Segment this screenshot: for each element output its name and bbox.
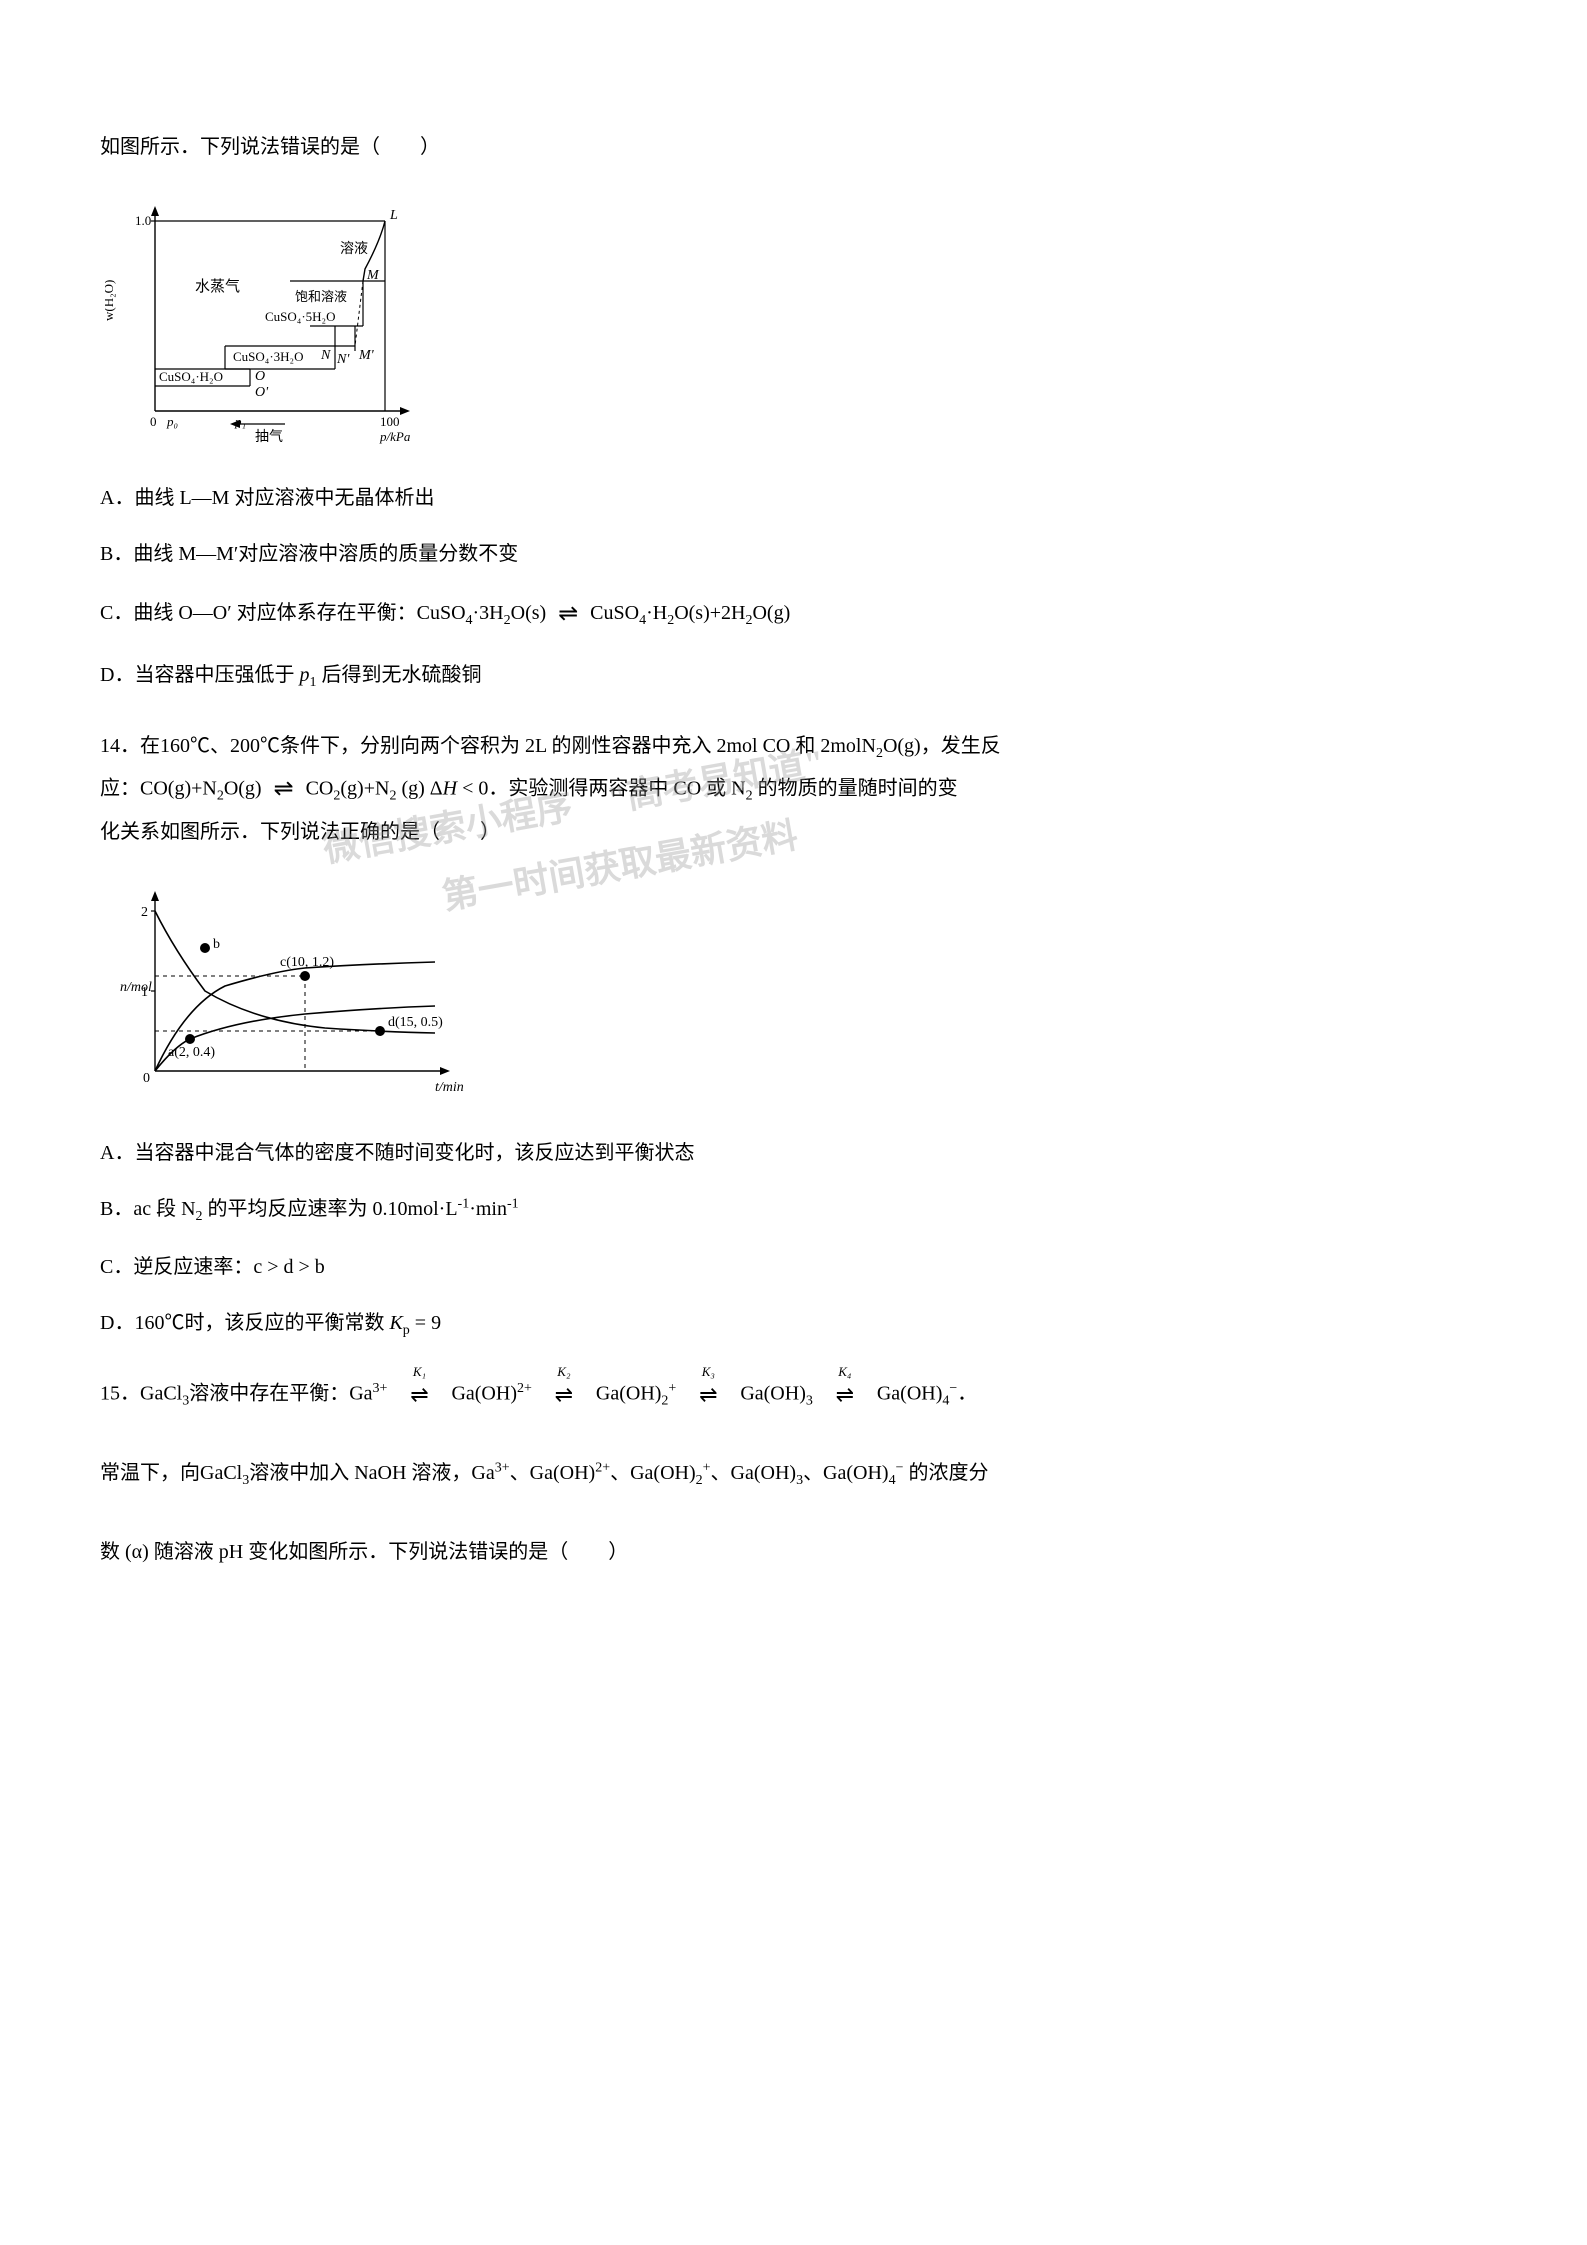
text: Ga(OH) [877,1383,943,1405]
text: ． [957,1383,977,1405]
question-14: 14．在160℃、200℃条件下，分别向两个容积为 2L 的刚性容器中充入 2m… [100,727,1487,1347]
q13-option-a: A．曲线 L—M 对应溶液中无晶体析出 [100,476,1487,520]
text: Ga(OH) [596,1383,662,1405]
text: D．当容器中压强低于 [100,664,299,686]
text: 、Ga(OH) [803,1462,889,1484]
text: 常温下，向GaCl [100,1462,242,1484]
q13-option-d: D．当容器中压强低于 p1 后得到无水硫酸铜 [100,653,1487,699]
text: (g)+N [340,778,389,800]
text: D．160℃时，该反应的平衡常数 [100,1312,389,1334]
text: 、Ga(OH) [711,1462,797,1484]
var: H [443,778,457,800]
text: 、Ga(OH) [510,1462,596,1484]
text: Ga(OH) [740,1383,806,1405]
eq-label: K₂ [539,1360,589,1385]
equilibrium-k3: K₃⇌ [683,1374,733,1416]
svg-text:O': O' [255,385,269,400]
svg-text:b: b [213,937,220,952]
svg-text:0: 0 [143,1071,150,1086]
svg-text:O: O [255,369,265,384]
q14-option-d: D．160℃时，该反应的平衡常数 Kp = 9 [100,1301,1487,1347]
svg-text:0: 0 [150,414,157,429]
eq-label: K₃ [683,1360,733,1385]
text: CuSO [590,602,639,624]
svg-text:a(2, 0.4): a(2, 0.4) [168,1045,215,1060]
text: CO [306,778,334,800]
svg-text:t/min: t/min [435,1080,464,1095]
q13-option-b: B．曲线 M—M′对应溶液中溶质的质量分数不变 [100,532,1487,576]
q14-intro: 14．在160℃、200℃条件下，分别向两个容积为 2L 的刚性容器中充入 2m… [100,727,1487,851]
equilibrium-k1: K₁⇌ [394,1374,444,1416]
text: C．曲线 O—O′ 对应体系存在平衡：CuSO [100,602,466,624]
svg-text:d(15, 0.5): d(15, 0.5) [388,1015,443,1030]
q14-option-a: A．当容器中混合气体的密度不随时间变化时，该反应达到平衡状态 [100,1131,1487,1175]
svg-text:N': N' [336,352,350,367]
text: O(s) [511,602,547,624]
question-13: 如图所示．下列说法错误的是（ ） 1.0 [100,128,1487,699]
q13-option-c: C．曲线 O—O′ 对应体系存在平衡：CuSO4·3H2O(s)CuSO4·H2… [100,588,1487,641]
svg-text:2: 2 [141,905,148,920]
text: ·3H [473,602,504,624]
svg-text:CuSO₄·3H₂O: CuSO₄·3H₂O [233,349,303,364]
question-15: 15．GaCl3溶液中存在平衡：Ga3+ K₁⇌ Ga(OH)2+ K₂⇌ Ga… [100,1374,1487,1570]
q13-intro: 如图所示．下列说法错误的是（ ） [100,128,1487,166]
text: O(g) [752,602,790,624]
eq-label: K₁ [394,1360,444,1385]
text: ·H [646,602,667,624]
q14-option-c: C．逆反应速率：c > d > b [100,1245,1487,1289]
text: < 0．实验测得两容器中 CO 或 N [457,778,746,800]
svg-text:CuSO₄·5H₂O: CuSO₄·5H₂O [265,309,335,324]
q13-chart: 1.0 L M M' N [100,186,1487,456]
svg-text:M': M' [358,348,375,363]
svg-text:水蒸气: 水蒸气 [195,278,240,295]
q14-chart: 2 1 0 a(2, 0.4) b c(10, 1.2) d(15, [100,871,1487,1111]
text: 14．在160℃、200℃条件下，分别向两个容积为 2L 的刚性容器中充入 2m… [100,735,876,757]
svg-text:L: L [389,208,398,223]
svg-text:1.0: 1.0 [135,213,151,228]
svg-text:饱和溶液: 饱和溶液 [295,289,347,304]
text: 的浓度分 [904,1462,989,1484]
text: O(g) [224,778,262,800]
svg-text:抽气: 抽气 [255,429,283,445]
text: (g) Δ [396,778,442,800]
svg-text:100: 100 [380,414,400,429]
text: 化关系如图所示．下列说法正确的是（ ） [100,821,500,843]
text: 的平均反应速率为 0.10mol·L [203,1198,458,1220]
text: 15．GaCl [100,1383,182,1405]
text: Ga(OH) [451,1383,517,1405]
var: K [389,1312,402,1334]
text: 后得到无水硫酸铜 [316,664,481,686]
svg-text:p/kPa: p/kPa [379,429,411,444]
svg-text:N: N [320,348,331,363]
text: B．ac 段 N [100,1198,196,1220]
q14-option-b: B．ac 段 N2 的平均反应速率为 0.10mol·L-1·min-1 [100,1187,1487,1233]
text: O(g)，发生反 [883,735,1001,757]
svg-text:p₀: p₀ [166,414,178,429]
eq-label: K₄ [820,1360,870,1385]
equilibrium-arrow [546,588,590,641]
svg-text:n/mol: n/mol [120,980,152,995]
svg-text:p₁: p₁ [234,414,246,429]
q15-intro: 15．GaCl3溶液中存在平衡：Ga3+ K₁⇌ Ga(OH)2+ K₂⇌ Ga… [100,1374,1487,1570]
equilibrium-k4: K₄⇌ [820,1374,870,1416]
equilibrium-arrow [262,767,306,813]
text: 数 (α) 随溶液 pH 变化如图所示．下列说法错误的是（ ） [100,1541,628,1563]
svg-text:CuSO₄·H₂O: CuSO₄·H₂O [159,369,223,384]
svg-text:溶液: 溶液 [340,241,368,257]
text: 溶液中加入 NaOH 溶液，Ga [249,1462,495,1484]
text: 溶液中存在平衡：Ga [189,1383,372,1405]
svg-text:c(10, 1.2): c(10, 1.2) [280,955,334,970]
text: 、Ga(OH) [610,1462,696,1484]
text: = 9 [410,1312,441,1334]
svg-text:M: M [366,268,380,283]
equilibrium-k2: K₂⇌ [539,1374,589,1416]
text: ·min [469,1198,507,1220]
text: 的物质的量随时间的变 [753,778,958,800]
text: 应：CO(g)+N [100,778,217,800]
text: O(s)+2H [674,602,745,624]
svg-text:w(H₂O): w(H₂O) [105,280,116,321]
var: p [299,664,309,686]
